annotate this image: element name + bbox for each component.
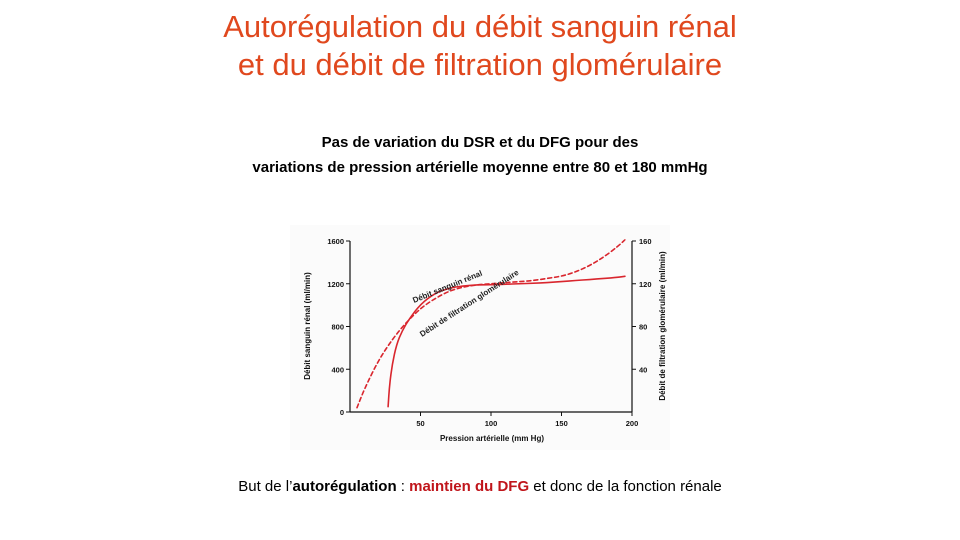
y-axis-left-label: Débit sanguin rénal (ml/min) <box>303 272 312 380</box>
x-tick-label: 150 <box>555 419 568 428</box>
title-line-1: Autorégulation du débit sanguin rénal <box>223 9 737 44</box>
caption-keyword: autorégulation <box>292 478 397 495</box>
x-tick-label: 200 <box>626 419 639 428</box>
y-left-tick-label: 1200 <box>327 280 344 289</box>
y-left-tick-label: 0 <box>340 408 344 417</box>
y-right-tick-label: 40 <box>639 365 647 374</box>
caption-emphasis: maintien du DFG <box>409 478 530 495</box>
title-line-2: et du débit de filtration glomérulaire <box>237 47 723 82</box>
y-right-tick-label: 160 <box>639 237 652 246</box>
chart-svg: 50 100 150 200 0 400 800 1200 1600 40 80 120 160 Pre… <box>290 225 670 450</box>
caption-colon: : <box>396 478 410 495</box>
y-left-tick-label: 1600 <box>327 237 344 246</box>
y-left-tick-label: 800 <box>331 323 344 332</box>
dsr-curve <box>356 239 626 409</box>
bottom-caption: But de l’autorégulation : maintien du DF… <box>0 478 960 495</box>
subtitle-rest: du DSR et du DFG pour des <box>436 134 639 151</box>
subtitle-line-2: variations de pression artérielle moyenn… <box>252 159 708 176</box>
subtitle-line-1: Pas de variation du DSR et du DFG pour d… <box>0 130 960 155</box>
y-left-tick-label: 400 <box>331 365 344 374</box>
caption-prefix: But de l’ <box>238 478 293 495</box>
caption-suffix: et donc de la fonction rénale <box>529 478 722 495</box>
y-axis-right-label: Débit de filtration glomérulaire (ml/min… <box>658 251 667 401</box>
x-tick-label: 50 <box>416 419 424 428</box>
slide-subtitle: Pas de variation du DSR et du DFG pour d… <box>0 130 960 180</box>
slide-title: Autorégulation du débit sanguin rénal et… <box>0 8 960 84</box>
x-axis-label: Pression artérielle (mm Hg) <box>440 434 544 443</box>
autoregulation-chart: 50 100 150 200 0 400 800 1200 1600 40 80 120 160 Pre… <box>290 225 670 450</box>
x-tick-label: 100 <box>485 419 498 428</box>
y-right-tick-label: 120 <box>639 280 652 289</box>
subtitle-emphasis: Pas de variation <box>321 134 437 151</box>
chart-background <box>290 225 670 450</box>
y-right-tick-label: 80 <box>639 323 647 332</box>
dfg-curve <box>387 275 626 408</box>
